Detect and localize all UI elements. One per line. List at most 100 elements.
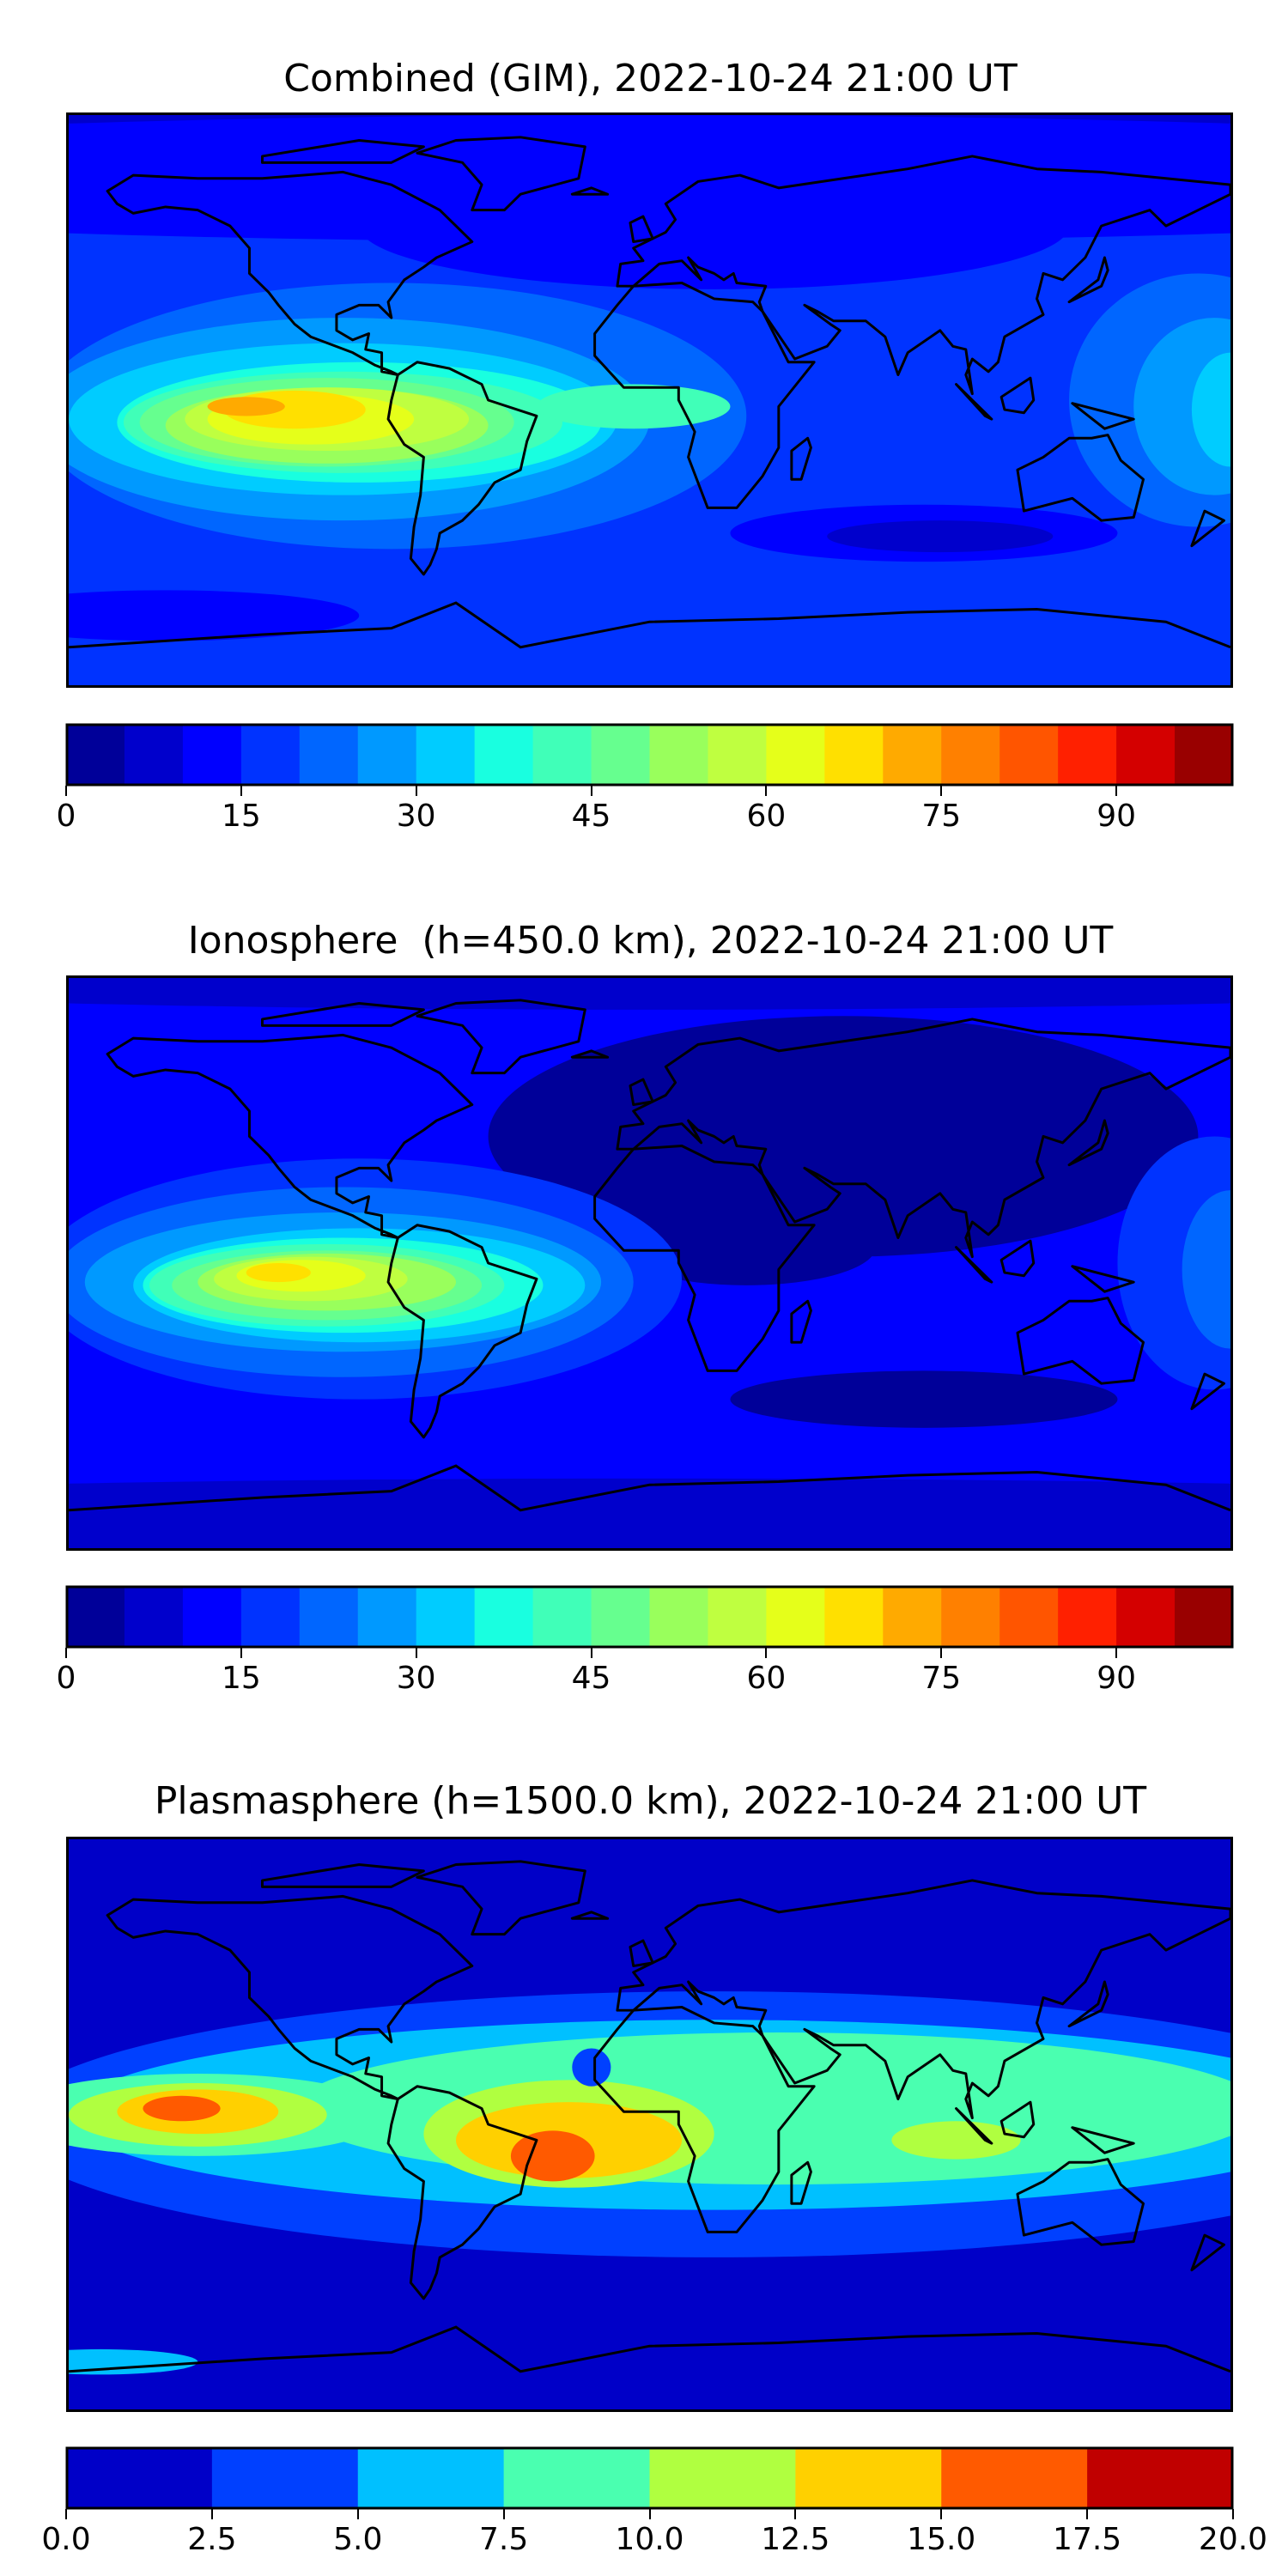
colorbar-level-swatch (124, 1586, 184, 1648)
colorbar-frame (65, 723, 1234, 787)
colorbar-tick-label: 0.0 (41, 2522, 91, 2557)
colorbar-level-swatch (649, 1586, 708, 1648)
coastline (1071, 2126, 1135, 2154)
colorbar-level-swatch (532, 1586, 592, 1648)
coastline (416, 999, 586, 1075)
colorbar-tick-mark (210, 2509, 213, 2519)
contour-band (69, 1478, 1230, 1548)
colorbar-level-swatch (591, 1586, 650, 1648)
colorbar-level-swatch (591, 724, 650, 786)
colorbar-tick-mark (502, 2509, 505, 2519)
colorbar-tick-mark (240, 1648, 242, 1658)
coastline (593, 282, 816, 509)
coastline (1071, 1265, 1135, 1293)
contour-band (69, 978, 1230, 1010)
coastline (790, 1299, 812, 1344)
coastline (261, 1002, 425, 1027)
coastline (386, 1224, 538, 1439)
colorbar-tick-label: 2.5 (187, 2522, 237, 2557)
coastline (790, 436, 812, 481)
coastline (616, 1018, 1230, 1259)
colorbar-level-swatch (999, 1586, 1059, 1648)
coastline (616, 155, 1230, 396)
colorbar-tick-label: 12.5 (761, 2522, 830, 2557)
coastline (955, 383, 993, 421)
colorbar-level-swatch (182, 724, 242, 786)
colorbar-level-swatch (1175, 724, 1234, 786)
colorbar-tick-label: 10.0 (615, 2522, 684, 2557)
coastline (570, 1049, 610, 1059)
colorbar-tick-mark (415, 786, 417, 796)
colorbar-tick-mark (765, 786, 768, 796)
contour-band (488, 1016, 1199, 1257)
colorbar-level-swatch (708, 724, 767, 786)
colorbar-tick-mark (648, 2509, 651, 2519)
coastline (1190, 1372, 1225, 1411)
coastline (1067, 1119, 1109, 1167)
colorbar-level-swatch (649, 724, 708, 786)
contour-band (1182, 1190, 1230, 1349)
colorbar-level-swatch (416, 724, 476, 786)
coastline (1190, 509, 1225, 548)
colorbar-level-swatch (1116, 1586, 1176, 1648)
colorbar-level-swatch (883, 1586, 942, 1648)
colorbar-tick-label: 30 (396, 1661, 436, 1696)
colorbar-tick-label: 90 (1097, 799, 1136, 834)
map-ionosphere (66, 975, 1233, 1551)
coastline (1016, 1297, 1145, 1385)
colorbar-tick-mark (1086, 2509, 1089, 2519)
colorbar-level-swatch (66, 1586, 125, 1648)
map-title-combined: Combined (GIM), 2022-10-24 21:00 UT (283, 57, 1018, 100)
colorbar-level-swatch (66, 724, 125, 786)
contour-band (69, 590, 360, 641)
coastline (1016, 434, 1145, 522)
colorbar-level-swatch (503, 2447, 650, 2509)
contour-band (510, 2130, 595, 2182)
colorbar-level-swatch (240, 1586, 301, 1648)
coastline-antarctica (69, 1464, 1230, 1512)
coastline-antarctica (69, 601, 1230, 649)
coastline (1190, 2233, 1225, 2272)
colorbar-level-swatch (299, 724, 359, 786)
colorbar-plasmasphere: 0.0 2.5 5.0 7.5 10.0 12.5 15.0 17.5 20.0 (41, 2446, 1267, 2557)
colorbar-tick-mark (1232, 2509, 1234, 2519)
colorbar-level-swatch (766, 1586, 825, 1648)
colorbar-tick-mark (794, 2509, 797, 2519)
colorbar-tick-mark (590, 786, 592, 796)
colorbar-level-swatch (941, 1586, 1000, 1648)
contour-band (891, 2121, 1021, 2160)
colorbar-level-swatch (182, 1586, 242, 1648)
colorbar-level-swatch (824, 1586, 884, 1648)
coastline (629, 1078, 654, 1107)
colorbar-level-swatch (941, 724, 1000, 786)
coastline (999, 2100, 1036, 2139)
colorbar-tick-label: 60 (746, 799, 787, 834)
contour-band (572, 2048, 611, 2087)
colorbar-tick-label: 7.5 (478, 2522, 529, 2557)
contour-band (730, 1370, 1118, 1428)
coastline (106, 1033, 474, 1239)
colorbar-tick-mark (65, 2509, 67, 2519)
colorbar-frame (65, 1585, 1234, 1649)
map-plasmasphere (66, 1837, 1233, 2412)
colorbar-level-swatch (474, 724, 534, 786)
colorbar-tick-label: 30 (396, 799, 436, 834)
colorbar-tick-mark (415, 1648, 417, 1658)
colorbar-tick-label: 45 (571, 799, 611, 834)
colorbar-tick-label: 90 (1097, 1661, 1136, 1696)
contour-band (359, 162, 1070, 289)
coastline (1071, 402, 1135, 430)
coastline-antarctica (69, 2325, 1230, 2373)
colorbar-level-swatch (824, 724, 884, 786)
colorbar-tick-mark (65, 786, 67, 796)
coastline (1016, 2158, 1145, 2246)
colorbar-tick-label: 15 (221, 1661, 261, 1696)
colorbar-tick-mark (940, 786, 943, 796)
colorbar-tick-mark (65, 1648, 67, 1658)
colorbar-level-swatch (240, 724, 301, 786)
colorbar-tick-label: 0 (56, 799, 76, 834)
colorbar-level-swatch (124, 724, 184, 786)
colorbar-tick-label: 0 (56, 1661, 76, 1696)
colorbar-tick-mark (356, 2509, 359, 2519)
colorbar-tick-label: 15.0 (907, 2522, 976, 2557)
